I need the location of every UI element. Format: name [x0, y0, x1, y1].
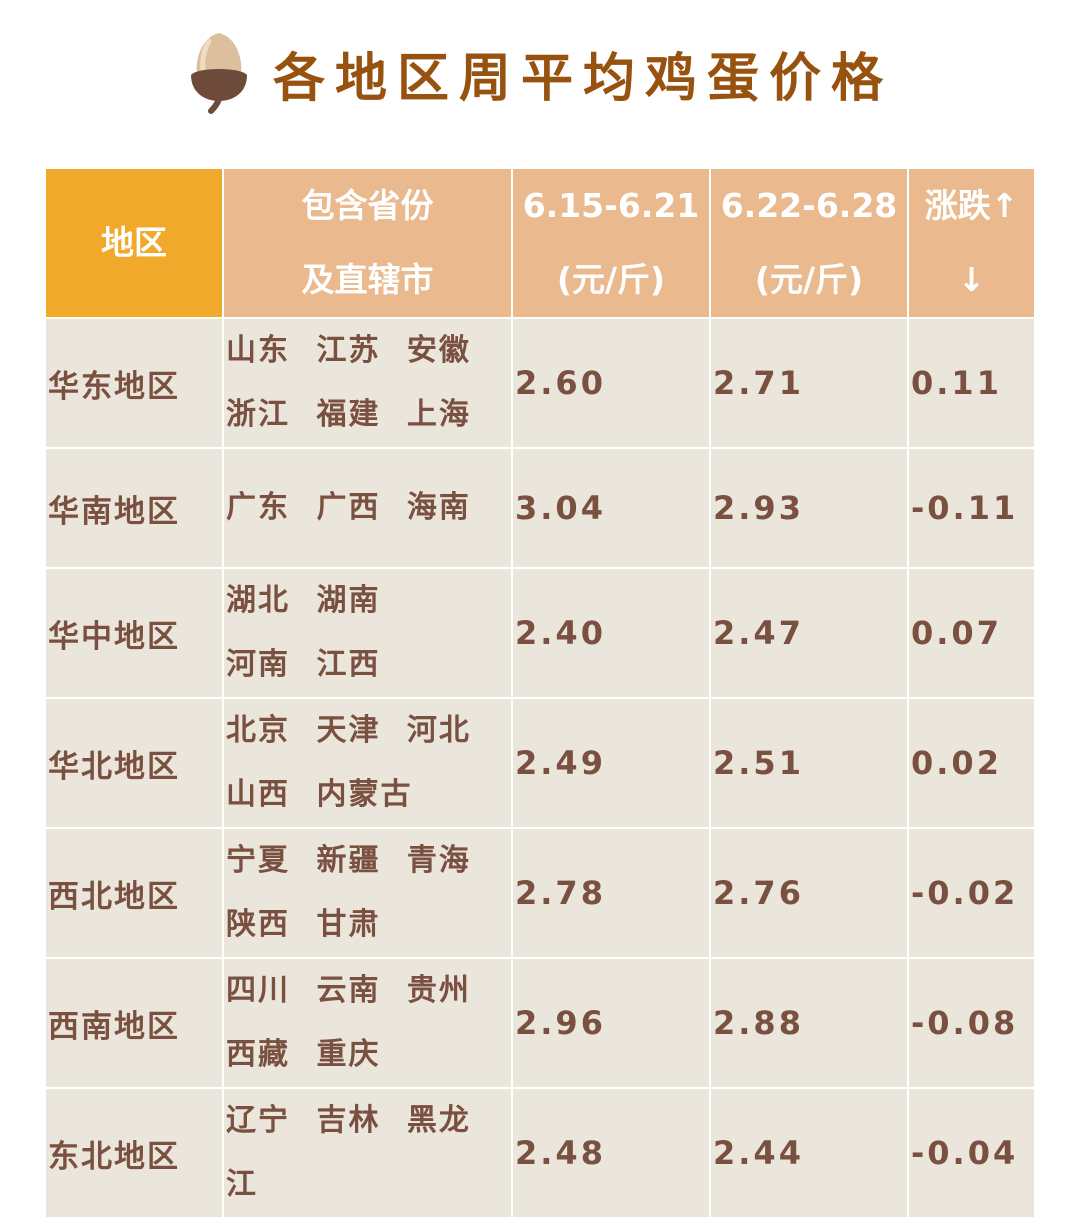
table-header-row: 地区 包含省份及直辖市 6.15-6.21 (元/斤) 6.22-6.28 (元/斤…: [46, 169, 1034, 317]
change-cell: -0.04: [909, 1089, 1034, 1217]
header-text: 6.15-6.21: [522, 186, 700, 225]
header-text: 包含省份: [301, 186, 434, 225]
provinces-line: 辽宁 吉林 黑龙: [226, 1103, 471, 1138]
curr-price-cell: 2.47: [711, 569, 907, 697]
provinces-line: 北京 天津 河北: [226, 713, 471, 748]
change-cell: 0.11: [909, 319, 1034, 447]
header-region: 地区: [46, 169, 222, 317]
provinces-line: 湖北 湖南: [226, 583, 381, 618]
provinces-line: 河南 江西: [226, 647, 381, 682]
prev-price-cell: 2.49: [513, 699, 709, 827]
provinces-line: 浙江 福建 上海: [226, 397, 471, 432]
provinces-line: 广东 广西 海南: [226, 490, 471, 525]
page-title: 各地区周平均鸡蛋价格: [272, 48, 893, 109]
curr-price-cell: 2.44: [711, 1089, 907, 1217]
prev-price-cell: 2.96: [513, 959, 709, 1087]
provinces-cell: 湖北 湖南河南 江西: [224, 569, 511, 697]
change-cell: 0.07: [909, 569, 1034, 697]
provinces-cell: 北京 天津 河北 山西 内蒙古: [224, 699, 511, 827]
region-cell: 华北地区: [46, 699, 222, 827]
table-row: 东北地区 辽宁 吉林 黑龙江 2.48 2.44 -0.04: [46, 1089, 1034, 1217]
header-text: 涨跌↑: [924, 186, 1019, 225]
header-text: 及直辖市: [301, 260, 434, 299]
header-text: 6.22-6.28: [720, 186, 898, 225]
curr-price-cell: 2.51: [711, 699, 907, 827]
provinces-line: 四川 云南 贵州: [226, 973, 471, 1008]
header-change: 涨跌↑ ↓: [909, 169, 1034, 317]
header-text: ↓: [957, 260, 986, 299]
provinces-line: 宁夏 新疆 青海: [226, 843, 471, 878]
region-cell: 东北地区: [46, 1089, 222, 1217]
change-cell: -0.08: [909, 959, 1034, 1087]
prev-price-cell: 2.40: [513, 569, 709, 697]
table-row: 西北地区 宁夏 新疆 青海 陕西 甘肃 2.78 2.76 -0.02: [46, 829, 1034, 957]
header-text: (元/斤): [556, 260, 666, 299]
region-cell: 华东地区: [46, 319, 222, 447]
prev-price-cell: 2.48: [513, 1089, 709, 1217]
table-row: 西南地区 四川 云南 贵州 西藏 重庆 2.96 2.88 -0.08: [46, 959, 1034, 1087]
curr-price-cell: 2.76: [711, 829, 907, 957]
table-row: 华东地区 山东 江苏 安徽 浙江 福建 上海 2.60 2.71 0.11: [46, 319, 1034, 447]
header-curr-week: 6.22-6.28 (元/斤): [711, 169, 907, 317]
table-row: 华中地区 湖北 湖南 河南 江西 2.40 2.47 0.07: [46, 569, 1034, 697]
table-row: 华北地区 北京 天津 河北 山西 内蒙古 2.49 2.51 0.02: [46, 699, 1034, 827]
curr-price-cell: 2.93: [711, 449, 907, 567]
header-provinces: 包含省份 及直辖市: [224, 169, 511, 317]
prev-price-cell: 3.04: [513, 449, 709, 567]
region-cell: 华中地区: [46, 569, 222, 697]
curr-price-cell: 2.71: [711, 319, 907, 447]
egg-price-table: 地区 包含省份及直辖市 6.15-6.21 (元/斤) 6.22-6.28 (元/斤…: [44, 167, 1036, 1219]
provinces-cell: 山东 江苏 安徽 浙江 福建 上海: [224, 319, 511, 447]
curr-price-cell: 2.88: [711, 959, 907, 1087]
prev-price-cell: 2.78: [513, 829, 709, 957]
prev-price-cell: 2.60: [513, 319, 709, 447]
region-cell: 华南地区: [46, 449, 222, 567]
provinces-line: 江: [226, 1167, 258, 1202]
header-text: 地区: [101, 223, 167, 262]
region-cell: 西南地区: [46, 959, 222, 1087]
provinces-cell: 广东 广西 海南: [224, 449, 511, 567]
provinces-line: 山东 江苏 安徽: [226, 333, 471, 368]
region-cell: 西北地区: [46, 829, 222, 957]
provinces-line: 山西 内蒙古: [226, 777, 413, 812]
change-cell: 0.02: [909, 699, 1034, 827]
provinces-line: 西藏 重庆: [226, 1037, 381, 1072]
provinces-cell: 宁夏 新疆 青海 陕西 甘肃: [224, 829, 511, 957]
provinces-cell: 四川 云南 贵州 西藏 重庆: [224, 959, 511, 1087]
header-text: (元/斤): [754, 260, 864, 299]
table-row: 华南地区 广东 广西 海南 3.04 2.93 -0.11: [46, 449, 1034, 567]
provinces-line: 陕西 甘肃: [226, 907, 381, 942]
change-cell: -0.02: [909, 829, 1034, 957]
acorn-icon: [190, 33, 247, 114]
page-header: 各地区周平均鸡蛋价格: [0, 28, 1080, 118]
change-cell: -0.11: [909, 449, 1034, 567]
header-prev-week: 6.15-6.21 (元/斤): [513, 169, 709, 317]
provinces-cell: 辽宁 吉林 黑龙江: [224, 1089, 511, 1217]
